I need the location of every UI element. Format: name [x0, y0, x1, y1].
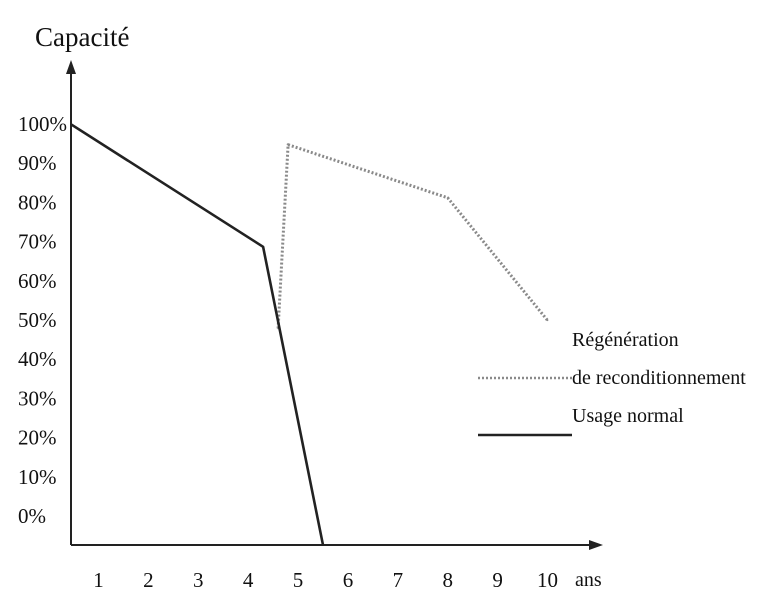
- x-tick-label: 7: [393, 568, 404, 592]
- y-tick-label: 40%: [18, 347, 57, 371]
- y-tick-label: 30%: [18, 386, 57, 410]
- legend-label: de reconditionnement: [572, 367, 746, 389]
- y-tick-label: 20%: [18, 426, 57, 450]
- legend-label: Régénération: [572, 329, 679, 351]
- x-tick-label: 9: [492, 568, 503, 592]
- y-tick-label: 60%: [18, 269, 57, 293]
- series-point-1: [322, 544, 324, 546]
- series-point-1: [262, 246, 264, 248]
- series-point-1: [70, 123, 72, 126]
- x-tick-label: 8: [442, 568, 453, 592]
- x-tick-label: 3: [193, 568, 204, 592]
- y-axis-arrow-icon: [66, 60, 76, 74]
- y-tick-label: 0%: [18, 504, 46, 528]
- x-tick-label: 4: [243, 568, 254, 592]
- x-tick-label: 5: [293, 568, 304, 592]
- x-tick-label: 6: [343, 568, 354, 592]
- y-axis-title: Capacité: [35, 22, 129, 52]
- x-tick-label: 1: [93, 568, 104, 592]
- x-tick-label: 10: [537, 568, 558, 592]
- y-tick-label: 50%: [18, 308, 57, 332]
- legend-label: Usage normal: [572, 405, 684, 427]
- y-tick-label: 70%: [18, 230, 57, 254]
- series-point-0: [287, 143, 289, 146]
- y-tick-label: 100%: [18, 112, 67, 136]
- y-tick-label: 80%: [18, 190, 57, 214]
- series-line-0: [276, 143, 549, 329]
- x-tick-label: 2: [143, 568, 154, 592]
- y-tick-label: 10%: [18, 465, 57, 489]
- x-axis-arrow-icon: [589, 540, 603, 550]
- y-tick-label: 90%: [18, 151, 57, 175]
- series-point-0: [546, 319, 549, 322]
- x-axis-title: ans: [575, 569, 602, 591]
- series-point-0: [446, 196, 449, 199]
